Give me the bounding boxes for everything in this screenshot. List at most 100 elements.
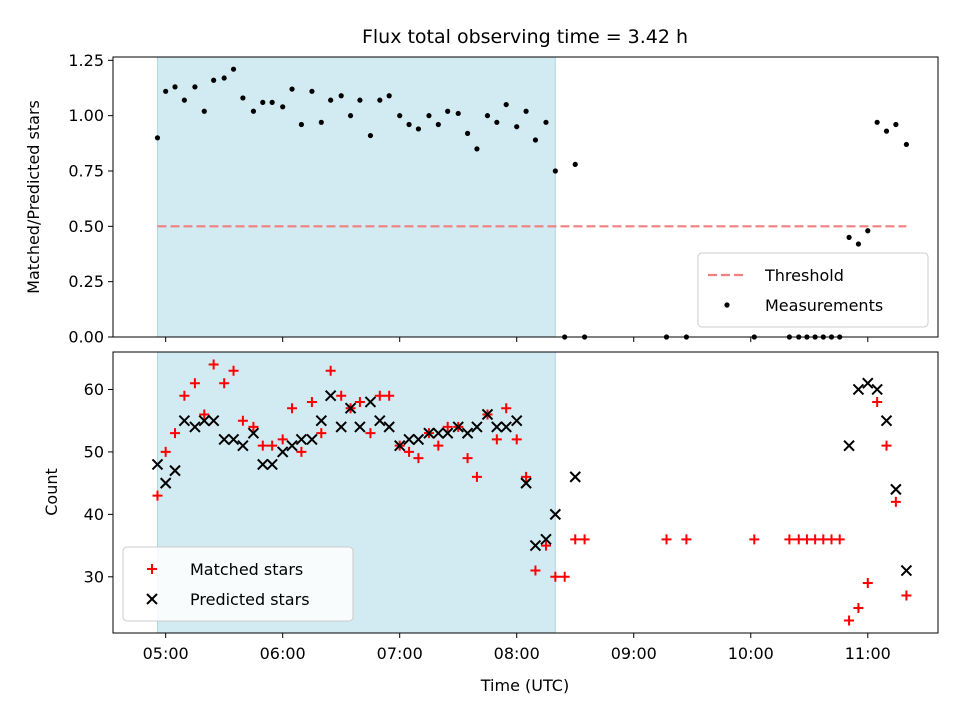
data-point <box>151 458 164 471</box>
data-point <box>853 603 864 614</box>
data-point <box>221 75 227 81</box>
data-point <box>296 446 307 457</box>
x-tick-label: 07:00 <box>377 644 423 663</box>
data-point <box>248 421 259 432</box>
data-point <box>159 477 172 489</box>
chart-title: Flux total observing time = 3.42 h <box>362 26 688 48</box>
data-point <box>357 97 363 103</box>
data-point <box>452 421 464 433</box>
data-point <box>681 534 692 545</box>
data-point <box>412 433 425 446</box>
data-point <box>267 440 278 451</box>
data-point <box>890 496 901 507</box>
legend-label: Measurements <box>765 296 883 315</box>
legend-swatch <box>146 593 158 605</box>
data-point <box>550 571 561 582</box>
top-panel-ylabel: Matched/Predicted stars <box>24 100 43 294</box>
y-tick-label: 0.00 <box>68 328 104 347</box>
data-point <box>540 533 552 546</box>
data-point <box>871 383 883 396</box>
data-point <box>280 104 286 110</box>
data-point <box>169 464 181 477</box>
axes-frame <box>112 56 939 338</box>
data-point <box>406 121 412 128</box>
data-point <box>397 113 403 119</box>
data-point <box>198 414 210 427</box>
y-tick-label: 0.50 <box>68 217 104 236</box>
legend-label: Matched stars <box>190 560 303 579</box>
legend-swatch <box>147 564 157 574</box>
series-measurements <box>154 66 910 340</box>
data-point <box>172 84 178 90</box>
data-point <box>543 119 549 125</box>
data-point <box>413 453 424 464</box>
data-point <box>464 130 471 136</box>
series-matched-stars <box>152 359 912 626</box>
data-point <box>846 234 852 240</box>
data-point <box>298 121 305 128</box>
data-point <box>393 439 406 452</box>
x-tick-label: 10:00 <box>728 644 774 663</box>
data-point <box>266 458 278 471</box>
data-point <box>228 365 239 376</box>
observing-span-shade <box>156 56 556 338</box>
data-point <box>189 378 200 389</box>
data-point <box>354 396 365 407</box>
series-predicted-stars <box>151 377 913 577</box>
data-point <box>903 141 910 148</box>
data-point <box>367 132 374 139</box>
legend-swatch <box>724 302 730 308</box>
data-point <box>511 414 523 427</box>
x-axis-label: Time (UTC) <box>480 676 569 695</box>
data-point <box>415 126 422 132</box>
data-point <box>354 421 366 433</box>
data-point <box>306 433 318 446</box>
data-point <box>494 119 500 125</box>
data-point <box>374 390 385 401</box>
legend-label: Threshold <box>764 266 844 285</box>
data-point <box>318 119 324 125</box>
data-point <box>208 359 219 370</box>
data-point <box>227 433 240 446</box>
data-point <box>529 539 542 552</box>
data-point <box>523 108 529 114</box>
top-panel: 0.00 0.25 0.50 0.75 1.00 1.25 Threshold Measure… <box>68 51 939 347</box>
data-point <box>491 434 502 445</box>
data-point <box>218 433 230 446</box>
axes-frame <box>112 351 939 634</box>
data-point <box>471 471 482 482</box>
bottom-panel-ylabel: Count <box>42 468 61 516</box>
data-point <box>277 434 288 445</box>
data-point <box>549 508 562 521</box>
data-point <box>181 97 187 103</box>
data-point <box>552 168 558 174</box>
data-point <box>287 403 298 414</box>
data-point <box>207 414 220 427</box>
data-point <box>163 88 169 94</box>
data-point <box>295 433 308 446</box>
data-point <box>250 108 257 114</box>
data-point <box>344 402 357 414</box>
data-point <box>834 534 845 545</box>
legend: Matched stars Predicted stars <box>122 546 354 622</box>
data-point <box>503 101 509 108</box>
data-point <box>383 421 395 433</box>
legend-box <box>122 546 354 622</box>
data-point <box>426 113 432 119</box>
y-tick-label: 0.75 <box>68 161 104 180</box>
data-point <box>306 396 317 407</box>
data-point <box>377 97 383 103</box>
data-point <box>511 434 522 445</box>
data-point <box>569 471 581 483</box>
data-point <box>433 440 444 451</box>
data-point <box>844 615 855 626</box>
data-point <box>365 428 376 439</box>
data-point <box>883 128 890 134</box>
y-tick-label: 60 <box>84 380 104 399</box>
data-point <box>338 93 344 99</box>
data-point <box>559 571 570 582</box>
data-point <box>201 108 207 114</box>
data-point <box>199 409 210 420</box>
data-point <box>211 77 217 83</box>
x-tick-label: 09:00 <box>611 644 657 663</box>
